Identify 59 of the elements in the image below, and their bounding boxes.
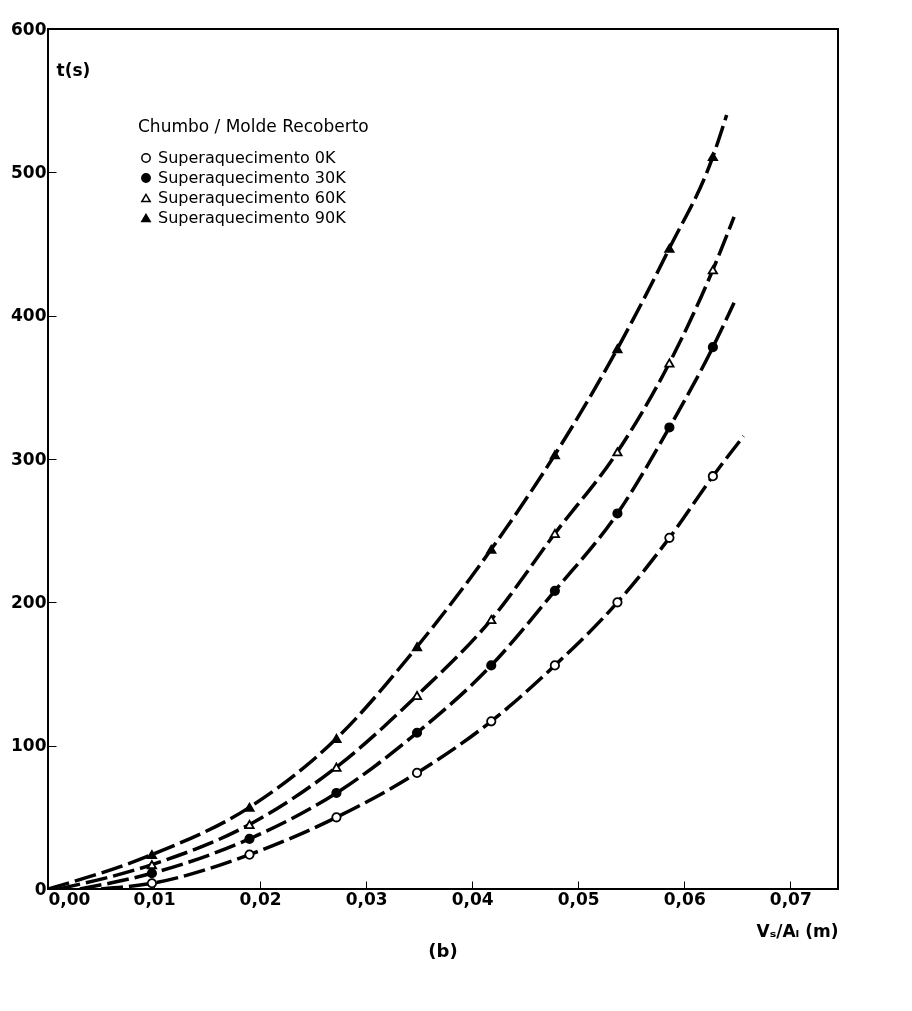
point xyxy=(411,727,423,738)
point xyxy=(331,787,342,799)
x-tick-label: 0,04 xyxy=(451,888,494,909)
point xyxy=(612,447,623,457)
point xyxy=(664,243,675,253)
x-tick-label: 0,03 xyxy=(345,888,388,909)
point xyxy=(707,265,718,275)
point xyxy=(244,833,255,844)
legend-label: Superaquecimento 0K xyxy=(158,148,336,167)
point xyxy=(612,508,623,519)
legend-label: Superaquecimento 30K xyxy=(158,168,347,187)
y-tick-label: 100 xyxy=(11,735,47,756)
point xyxy=(549,585,560,596)
point xyxy=(664,532,675,543)
x-tick-label: 0,05 xyxy=(557,888,600,909)
point xyxy=(411,767,423,778)
point xyxy=(486,544,497,554)
y-tick-label: 200 xyxy=(11,591,47,612)
x-tick-label: 0,01 xyxy=(133,888,176,909)
point xyxy=(549,529,560,539)
point xyxy=(664,422,675,433)
point xyxy=(331,733,342,744)
x-tick-label: 0,00 xyxy=(48,888,91,909)
point xyxy=(707,471,718,482)
point xyxy=(146,878,157,889)
y-tick-label: 400 xyxy=(11,305,47,326)
point xyxy=(244,802,255,812)
x-tick-label: 0,02 xyxy=(239,888,282,909)
point xyxy=(612,344,623,354)
point xyxy=(707,152,718,162)
point xyxy=(411,642,423,652)
y-tick-label: 600 xyxy=(11,18,47,39)
point xyxy=(612,597,623,608)
point xyxy=(549,660,560,671)
x-axis-title: Vₛ/Aₗ (m) xyxy=(756,920,839,941)
point xyxy=(707,342,718,353)
legend-label: Superaquecimento 90K xyxy=(158,208,347,227)
point xyxy=(411,690,423,701)
point xyxy=(244,849,255,860)
text: (b) xyxy=(428,940,458,961)
legend-label: Superaquecimento 60K xyxy=(158,188,347,207)
point xyxy=(244,819,255,830)
point xyxy=(146,850,157,860)
point xyxy=(146,868,157,879)
point xyxy=(486,615,497,625)
y-axis-title: t(s) xyxy=(56,59,91,80)
x-tick-label: 0,06 xyxy=(663,888,706,909)
y-tick-label: 0 xyxy=(34,878,47,899)
point xyxy=(549,450,560,460)
point xyxy=(486,660,497,671)
y-tick-label: 500 xyxy=(11,161,47,182)
x-tick-label: 0,07 xyxy=(769,888,812,909)
point xyxy=(664,358,675,368)
point xyxy=(331,812,342,823)
point xyxy=(146,860,157,870)
legend-title: Chumbo / Molde Recoberto xyxy=(138,116,369,136)
y-tick-label: 300 xyxy=(11,448,47,469)
point xyxy=(486,716,497,727)
point xyxy=(331,762,342,772)
